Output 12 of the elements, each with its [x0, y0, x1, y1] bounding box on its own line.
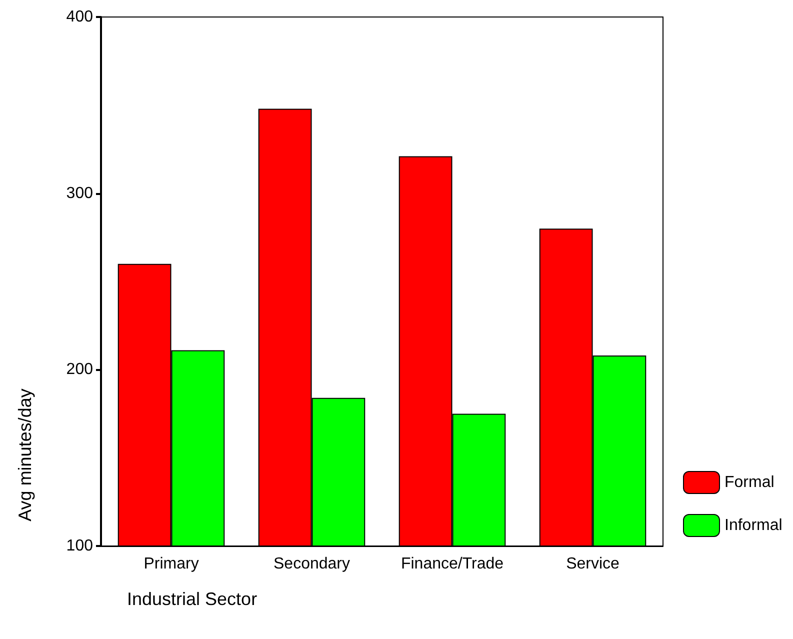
- legend-label: Formal: [724, 474, 774, 491]
- x-axis-title: Industrial Sector: [127, 589, 258, 609]
- x-tick-label: Finance/Trade: [400, 556, 504, 572]
- x-tick-label: Secondary: [274, 556, 350, 572]
- y-tick-label: 400: [66, 8, 94, 26]
- y-tick-label: 100: [66, 538, 94, 554]
- x-tick-label: Service: [566, 556, 620, 572]
- x-tick-label: Primary: [144, 556, 199, 572]
- y-tick-label: 200: [66, 361, 94, 378]
- legend-label: Informal: [724, 517, 782, 534]
- y-axis-title: Avg minutes/day: [15, 388, 35, 522]
- y-tick-label: 300: [66, 184, 94, 202]
